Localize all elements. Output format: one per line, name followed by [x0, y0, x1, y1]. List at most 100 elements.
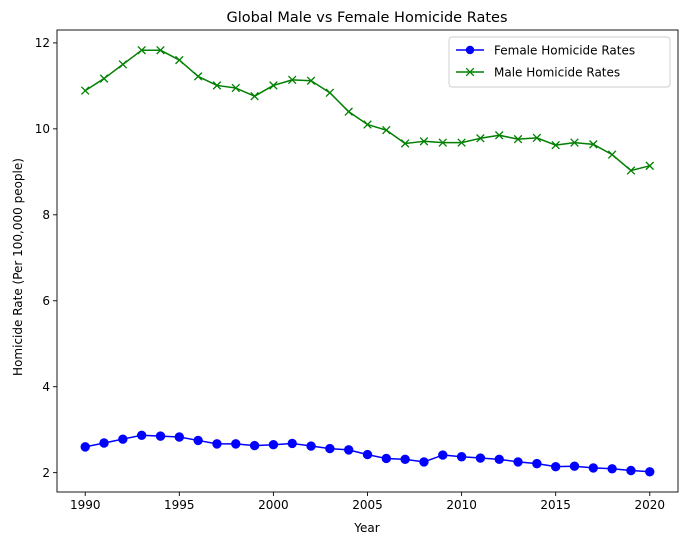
x-tick-label: 2020	[634, 498, 665, 512]
data-point	[381, 453, 392, 464]
x-marker-stroke	[325, 88, 335, 98]
x-marker-stroke	[80, 86, 90, 95]
x-marker-stroke	[231, 83, 241, 93]
data-point	[118, 434, 128, 444]
x-axis-label: Year	[353, 521, 379, 535]
x-marker-stroke	[137, 45, 146, 55]
data-point	[174, 432, 185, 442]
x-tick-label: 1995	[164, 498, 195, 512]
x-marker-stroke	[476, 134, 485, 143]
data-point	[344, 107, 353, 116]
data-point	[569, 461, 580, 471]
x-marker-stroke	[99, 74, 109, 83]
data-point	[400, 454, 410, 465]
data-point	[626, 166, 636, 175]
data-point	[532, 133, 542, 143]
data-point	[80, 442, 90, 452]
data-point	[645, 467, 655, 477]
legend-entry: Female Homicide Rates	[456, 43, 635, 57]
y-tick-label: 12	[35, 36, 50, 50]
x-marker-stroke	[193, 72, 203, 81]
data-point	[607, 150, 617, 159]
x-marker-stroke	[212, 81, 222, 90]
data-point	[212, 81, 222, 90]
data-point	[626, 465, 636, 476]
y-axis-label: Homicide Rate (Per 100,000 people)	[11, 158, 25, 376]
data-point	[532, 458, 542, 469]
legend-entry: Male Homicide Rates	[456, 65, 620, 79]
data-point	[306, 441, 316, 451]
data-point	[269, 81, 278, 90]
data-point	[287, 438, 297, 449]
data-point	[419, 137, 429, 146]
legend: Female Homicide Rates Male Homicide Rates	[448, 36, 671, 88]
data-point	[268, 440, 279, 450]
data-point	[513, 457, 523, 467]
x-marker-stroke	[118, 60, 128, 69]
series-layer	[80, 45, 655, 477]
data-point	[137, 45, 146, 55]
data-point	[513, 134, 523, 144]
data-point	[400, 139, 410, 148]
data-point	[456, 452, 467, 462]
data-point	[249, 440, 260, 451]
legend-marker	[465, 67, 475, 77]
data-point	[212, 439, 222, 449]
y-tick-label: 10	[35, 122, 50, 136]
data-point	[155, 431, 166, 441]
x-marker-stroke	[607, 150, 617, 159]
data-point	[550, 461, 561, 472]
data-point	[306, 76, 316, 85]
data-point	[156, 45, 165, 55]
legend-label: Male Homicide Rates	[494, 65, 620, 79]
data-point	[325, 88, 335, 98]
data-point	[475, 453, 486, 463]
data-point	[588, 463, 599, 473]
x-marker-stroke	[570, 138, 579, 147]
x-marker-stroke	[287, 75, 297, 85]
data-point	[343, 445, 354, 455]
data-point	[645, 161, 655, 171]
x-marker-stroke	[400, 139, 410, 148]
x-marker-stroke	[269, 81, 278, 90]
x-tick-label: 1990	[70, 498, 101, 512]
data-point	[551, 140, 560, 150]
x-marker-stroke	[419, 137, 429, 146]
data-point	[250, 91, 259, 101]
axes-layer: 1990 1995 2000 2005 2010 2015 2020 2 4 6 8 10 12	[35, 29, 679, 512]
x-tick-label: 2015	[540, 498, 571, 512]
x-tick-label: 2010	[446, 498, 477, 512]
x-marker-stroke	[156, 45, 165, 55]
data-point	[419, 457, 429, 467]
data-point	[99, 438, 109, 448]
data-point	[476, 134, 485, 143]
x-marker-stroke	[175, 55, 184, 65]
legend-box	[448, 36, 671, 88]
data-point	[589, 140, 598, 149]
data-point	[99, 74, 109, 83]
data-point	[287, 75, 297, 85]
y-tick-label: 8	[42, 208, 50, 222]
data-point	[80, 86, 90, 95]
data-point	[325, 443, 335, 454]
y-tick-label: 2	[42, 466, 50, 480]
x-marker-stroke	[250, 91, 259, 101]
x-tick-label: 2005	[352, 498, 383, 512]
data-point	[382, 125, 391, 135]
x-marker-stroke	[626, 166, 636, 175]
data-point	[193, 435, 203, 446]
data-point	[193, 72, 203, 81]
x-marker-stroke	[363, 120, 372, 129]
x-tick-label: 2000	[258, 498, 289, 512]
y-tick-label: 6	[42, 294, 50, 308]
data-point	[175, 55, 184, 65]
legend-marker	[465, 45, 475, 55]
x-marker-stroke	[494, 131, 504, 140]
data-point	[438, 450, 448, 460]
x-marker-stroke	[306, 76, 316, 85]
x-marker-stroke	[589, 140, 598, 149]
data-point	[457, 138, 466, 147]
legend-label: Female Homicide Rates	[494, 43, 635, 57]
